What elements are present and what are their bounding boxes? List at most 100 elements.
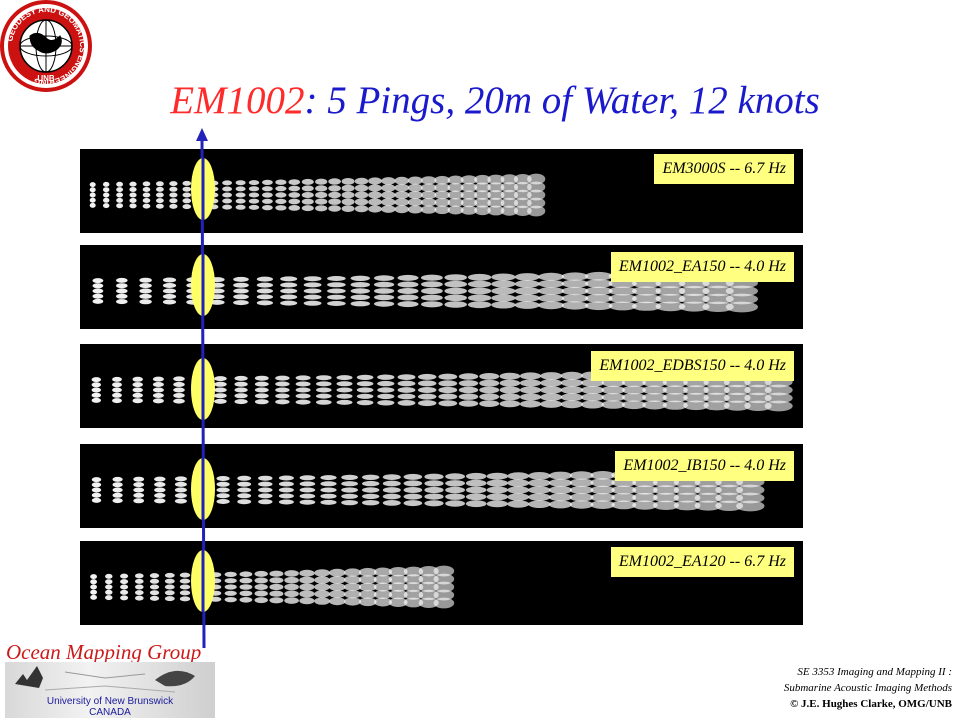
- beam-footprint: [491, 301, 516, 309]
- beam-footprint: [467, 294, 492, 302]
- beam-footprint: [514, 301, 540, 309]
- beam-footprint: [341, 178, 355, 185]
- beam-footprint: [254, 375, 269, 381]
- beam-footprint: [152, 376, 164, 382]
- beam-footprint: [418, 373, 437, 380]
- beam-footprint: [224, 584, 237, 590]
- beam-footprint: [169, 186, 178, 192]
- beam-footprint: [209, 578, 222, 584]
- beam-footprint: [195, 498, 209, 504]
- beam-footprint: [216, 487, 230, 493]
- beam-footprint: [209, 572, 222, 578]
- beam-footprint: [303, 300, 322, 306]
- beam-footprint: [608, 286, 637, 296]
- beam-footprint: [112, 487, 123, 493]
- beam-footprint: [394, 191, 409, 199]
- beam-footprint: [91, 477, 102, 483]
- beam-footprint: [764, 400, 793, 412]
- beam-footprint: [341, 205, 355, 212]
- beam-footprint: [621, 393, 646, 402]
- ping-pattern: [90, 565, 455, 609]
- beam-footprint: [581, 400, 604, 409]
- beam-footprint: [486, 472, 508, 480]
- beam-footprint: [278, 475, 294, 481]
- beam-footprint: [156, 181, 164, 187]
- beam-footprint: [381, 184, 396, 192]
- beam-footprint: [320, 499, 337, 505]
- beam-footprint: [560, 378, 583, 387]
- geodesy-logo: GEODESY AND GEOMATICS ENGINEERING UNB: [0, 0, 92, 92]
- beam-footprint: [162, 288, 177, 294]
- beam-footprint: [209, 288, 225, 294]
- beam-footprint: [394, 183, 409, 192]
- beam-footprint: [418, 400, 437, 407]
- beam-footprint: [528, 493, 551, 501]
- beam-footprint: [561, 279, 589, 288]
- beam-footprint: [254, 584, 268, 590]
- beam-footprint: [362, 500, 380, 506]
- beam-footprint: [320, 481, 337, 487]
- beam-footprint: [328, 191, 341, 199]
- beam-footprint: [445, 500, 465, 507]
- beam-footprint: [315, 191, 328, 199]
- beam-footprint: [467, 301, 492, 309]
- beam-footprint: [135, 573, 144, 579]
- beam-footprint: [195, 192, 205, 198]
- beam-footprint: [486, 486, 508, 494]
- beam-footprint: [233, 288, 249, 294]
- beam-footprint: [350, 275, 370, 281]
- beam-footprint: [341, 481, 358, 487]
- beam-footprint: [288, 198, 301, 205]
- beam-footprint: [673, 485, 701, 495]
- beam-footprint: [222, 192, 233, 198]
- beam-footprint: [723, 384, 751, 396]
- beam-footprint: [655, 301, 686, 312]
- beam-footprint: [474, 205, 491, 216]
- beam-footprint: [193, 376, 206, 382]
- beam-footprint: [173, 398, 185, 404]
- beam-footprint: [397, 387, 416, 393]
- beam-footprint: [142, 192, 151, 198]
- beam-footprint: [275, 179, 287, 185]
- beam-footprint: [354, 191, 369, 199]
- beam-footprint: [237, 499, 252, 505]
- copyright: © J.E. Hughes Clarke, OMG/UNB: [790, 698, 952, 710]
- beam-footprint: [120, 589, 129, 595]
- beam-footprint: [254, 387, 269, 393]
- beam-footprint: [723, 400, 751, 411]
- beam-footprint: [116, 283, 128, 289]
- beam-footprint: [382, 500, 401, 506]
- beam-footprint: [527, 205, 546, 217]
- beam-footprint: [514, 280, 540, 288]
- beam-footprint: [105, 579, 113, 585]
- beam-footprint: [234, 381, 248, 387]
- beam-footprint: [193, 387, 206, 393]
- beam-footprint: [156, 198, 164, 204]
- beam-footprint: [344, 590, 362, 599]
- beam-footprint: [149, 584, 160, 590]
- beam-footprint: [513, 189, 532, 201]
- panel-label: EM1002_EA120 -- 6.7 Hz: [610, 547, 794, 577]
- beam-footprint: [723, 392, 751, 403]
- beam-footprint: [418, 566, 439, 577]
- beam-footprint: [458, 400, 479, 407]
- beam-footprint: [91, 392, 101, 398]
- beam-footprint: [507, 479, 530, 487]
- beam-footprint: [388, 589, 408, 600]
- beam-footprint: [703, 392, 730, 403]
- beam-footprint: [394, 205, 409, 214]
- beam-footprint: [655, 293, 686, 304]
- beam-footprint: [142, 198, 151, 203]
- beam-footprint: [424, 473, 444, 480]
- beam-footprint: [133, 487, 145, 493]
- beam-footprint: [590, 471, 615, 480]
- beam-footprint: [129, 203, 137, 209]
- beam-footprint: [356, 374, 374, 380]
- beam-footprint: [381, 198, 396, 206]
- beam-footprint: [174, 481, 187, 487]
- beam-footprint: [608, 301, 637, 311]
- beam-footprint: [295, 399, 311, 405]
- beam-footprint: [373, 590, 393, 599]
- beam-footprint: [233, 282, 249, 288]
- beam-footprint: [129, 192, 137, 198]
